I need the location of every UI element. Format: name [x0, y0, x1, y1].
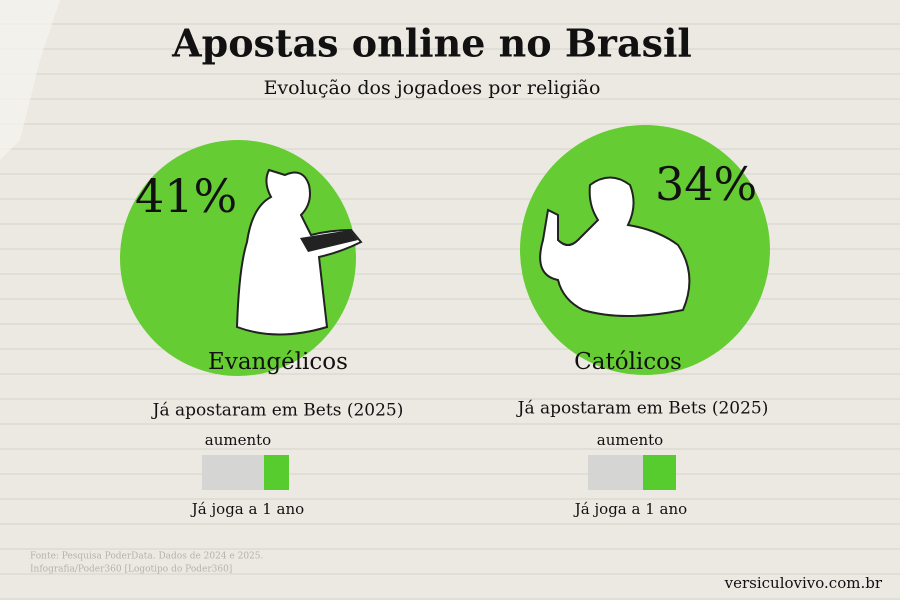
title: Apostas online no Brasil [171, 21, 692, 66]
group-label: Católicos [574, 349, 682, 375]
credit: versiculovivo.com.br [724, 574, 883, 592]
group-label: Evangélicos [208, 349, 348, 375]
source: Infografia/Poder360 [Logotipo do Poder36… [30, 565, 232, 575]
percent: 34% [655, 157, 757, 211]
percent: 41% [135, 169, 237, 223]
paper-edge [0, 0, 60, 160]
subtitle: Evolução dos jogadoes por religião [264, 77, 601, 99]
bar-label: aumento [597, 431, 663, 449]
book [300, 230, 358, 252]
pastor-figure [235, 168, 363, 336]
bar-increase [264, 455, 289, 490]
bar-increase [643, 455, 676, 490]
pope-figure [539, 176, 691, 317]
bar-base [202, 455, 264, 490]
source: Fonte: Pesquisa PoderData. Dados de 2024… [30, 552, 264, 562]
bar-base [588, 455, 643, 490]
caption: Já apostaram em Bets (2025) [516, 399, 769, 419]
caption: Já apostaram em Bets (2025) [151, 401, 404, 421]
bar-label: aumento [205, 431, 271, 449]
bar-caption: Já joga a 1 ano [573, 500, 687, 518]
bar-caption: Já joga a 1 ano [190, 500, 304, 518]
